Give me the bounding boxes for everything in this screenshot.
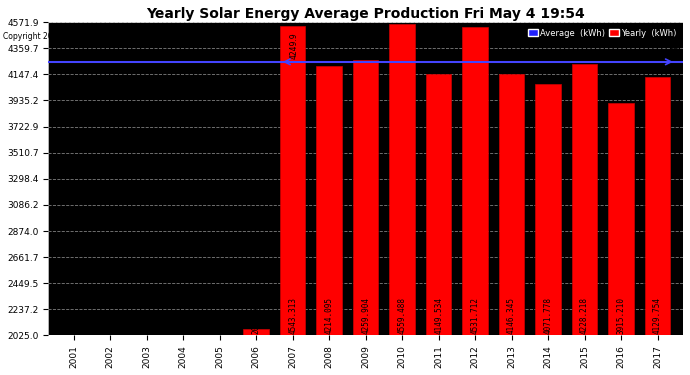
Text: 4249.1: 4249.1 bbox=[671, 33, 680, 59]
Text: 3915.210: 3915.210 bbox=[617, 297, 626, 334]
Bar bbox=[572, 64, 598, 336]
Text: 4228.218: 4228.218 bbox=[580, 297, 589, 334]
Bar bbox=[317, 66, 342, 336]
Text: 4259.904: 4259.904 bbox=[361, 297, 370, 334]
Bar bbox=[499, 75, 524, 336]
Text: 4249.9: 4249.9 bbox=[290, 33, 299, 59]
Text: Copyright 2018 Cartronics.com: Copyright 2018 Cartronics.com bbox=[3, 32, 123, 41]
Bar bbox=[353, 60, 378, 336]
Bar bbox=[462, 27, 488, 336]
Text: 4214.095: 4214.095 bbox=[325, 297, 334, 334]
Text: 4129.754: 4129.754 bbox=[653, 297, 662, 334]
Bar bbox=[426, 74, 451, 336]
Text: 4559.488: 4559.488 bbox=[397, 297, 406, 334]
Bar bbox=[244, 329, 269, 336]
Text: 4071.778: 4071.778 bbox=[544, 297, 553, 334]
Bar bbox=[280, 26, 306, 336]
Text: 4146.345: 4146.345 bbox=[507, 297, 516, 334]
Bar bbox=[535, 84, 561, 336]
Title: Yearly Solar Energy Average Production Fri May 4 19:54: Yearly Solar Energy Average Production F… bbox=[146, 7, 585, 21]
Bar bbox=[609, 103, 634, 336]
Text: 4149.534: 4149.534 bbox=[434, 297, 443, 334]
Legend: Average  (kWh), Yearly  (kWh): Average (kWh), Yearly (kWh) bbox=[525, 26, 679, 40]
Bar bbox=[644, 76, 670, 336]
Bar bbox=[389, 24, 415, 336]
Text: 4543.313: 4543.313 bbox=[288, 297, 297, 334]
Text: 2074.676: 2074.676 bbox=[252, 297, 261, 334]
Text: 4531.712: 4531.712 bbox=[471, 297, 480, 334]
